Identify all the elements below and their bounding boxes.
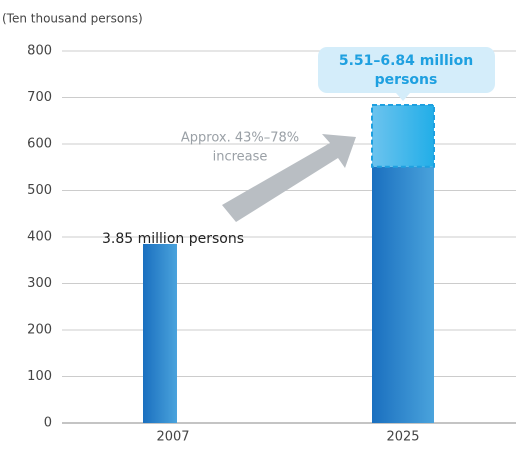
callout-text: persons — [375, 72, 438, 88]
y-tick-label: 400 — [27, 230, 52, 245]
increase-arrow — [222, 134, 356, 222]
increase-label: increase — [213, 150, 268, 165]
bar-label: 3.85 million persons — [102, 231, 244, 247]
callout-text: 5.51–6.84 million — [339, 53, 473, 69]
y-tick-label: 100 — [27, 369, 52, 384]
y-tick-label: 500 — [27, 183, 52, 198]
callout-pointer — [396, 93, 410, 101]
y-tick-label: 800 — [27, 44, 52, 59]
y-tick-label: 300 — [27, 276, 52, 291]
y-tick-label: 700 — [27, 90, 52, 105]
increase-label: Approx. 43%–78% — [181, 131, 299, 146]
x-tick-label: 2007 — [156, 430, 189, 445]
bar — [143, 243, 177, 423]
y-tick-label: 200 — [27, 323, 52, 338]
bars — [143, 103, 435, 423]
y-tick-label: 600 — [27, 137, 52, 152]
x-tick-label: 2025 — [386, 430, 419, 445]
callout-box — [318, 47, 495, 93]
y-tick-label: 0 — [44, 416, 52, 431]
bar — [372, 166, 434, 423]
y-axis-label: (Ten thousand persons) — [2, 12, 143, 26]
range-bar — [371, 103, 435, 168]
grid: 0 100 200 300 400 500 600 700 800 — [27, 44, 516, 431]
